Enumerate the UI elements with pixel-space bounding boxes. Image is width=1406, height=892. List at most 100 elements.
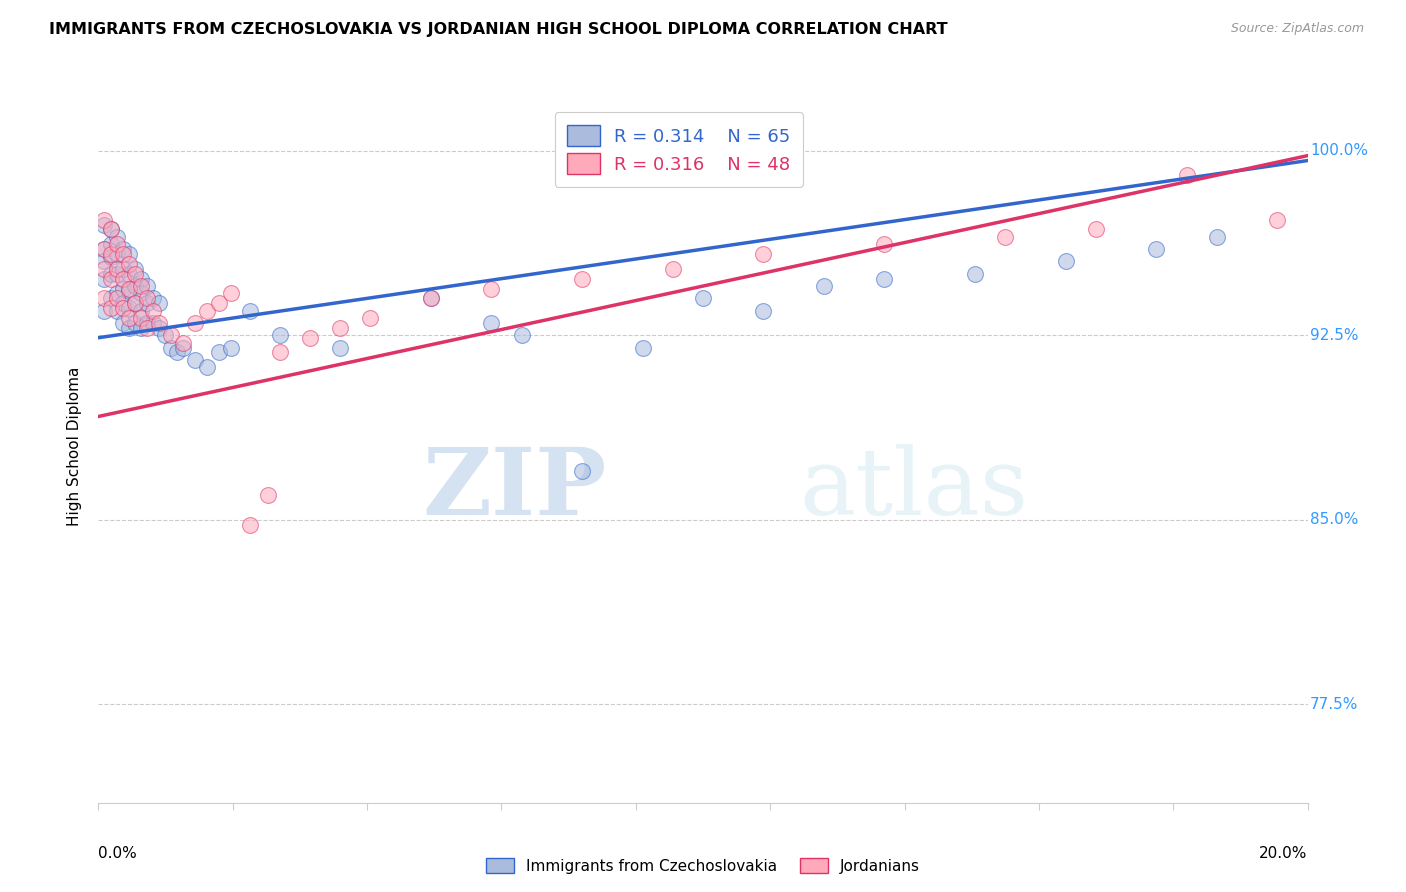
Point xyxy=(111,296,134,310)
Text: 92.5%: 92.5% xyxy=(1310,327,1358,343)
Point xyxy=(129,279,152,293)
Point xyxy=(142,316,165,330)
Point xyxy=(269,328,291,343)
Point xyxy=(118,321,141,335)
Text: 85.0%: 85.0% xyxy=(1310,512,1358,527)
Text: 100.0%: 100.0% xyxy=(1310,144,1368,158)
Point xyxy=(124,267,146,281)
Point xyxy=(105,303,128,318)
Point xyxy=(142,303,165,318)
Point xyxy=(100,267,122,281)
Point xyxy=(994,230,1017,244)
Point xyxy=(118,247,141,261)
Point xyxy=(571,271,593,285)
Point xyxy=(100,247,122,261)
Point xyxy=(111,247,134,261)
Point xyxy=(105,291,128,305)
Point xyxy=(752,303,775,318)
Point xyxy=(124,279,146,293)
Point xyxy=(195,360,218,375)
Point xyxy=(93,254,115,268)
Text: ZIP: ZIP xyxy=(422,444,606,533)
Point xyxy=(166,345,188,359)
Point xyxy=(184,352,207,367)
Point xyxy=(93,218,115,232)
Point xyxy=(105,267,128,281)
Point xyxy=(105,247,128,261)
Point xyxy=(481,281,503,295)
Point xyxy=(1085,222,1108,236)
Point xyxy=(239,303,262,318)
Point xyxy=(965,267,987,281)
Point xyxy=(111,242,134,256)
Point xyxy=(510,328,533,343)
Point xyxy=(142,291,165,305)
Text: atlas: atlas xyxy=(800,444,1029,533)
Point xyxy=(111,301,134,316)
Point xyxy=(1206,230,1229,244)
Point xyxy=(129,303,152,318)
Point xyxy=(111,271,134,285)
Point xyxy=(148,316,170,330)
Point xyxy=(329,341,352,355)
Point xyxy=(124,316,146,330)
Point xyxy=(118,281,141,295)
Point xyxy=(100,237,122,252)
Point xyxy=(118,267,141,281)
Point xyxy=(93,212,115,227)
Point xyxy=(420,291,443,305)
Point xyxy=(105,261,128,276)
Point xyxy=(124,296,146,310)
Point xyxy=(100,250,122,264)
Point xyxy=(93,291,115,305)
Point xyxy=(299,331,322,345)
Point xyxy=(129,271,152,285)
Point xyxy=(1144,242,1167,256)
Point xyxy=(208,296,231,310)
Point xyxy=(256,488,278,502)
Point xyxy=(129,321,152,335)
Point xyxy=(239,517,262,532)
Point xyxy=(1054,254,1077,268)
Point xyxy=(111,261,134,276)
Point xyxy=(172,341,194,355)
Point xyxy=(93,271,115,285)
Point xyxy=(692,291,714,305)
Point xyxy=(93,261,115,276)
Point xyxy=(195,303,218,318)
Point xyxy=(481,316,503,330)
Point xyxy=(124,296,146,310)
Point xyxy=(135,321,157,335)
Point xyxy=(160,341,183,355)
Point xyxy=(105,286,128,301)
Point xyxy=(135,296,157,310)
Point xyxy=(111,316,134,330)
Point xyxy=(118,301,141,316)
Point xyxy=(135,316,157,330)
Point xyxy=(118,311,141,326)
Point xyxy=(135,279,157,293)
Point xyxy=(100,222,122,236)
Point xyxy=(221,286,243,301)
Point xyxy=(420,291,443,305)
Point xyxy=(1175,169,1198,183)
Legend: Immigrants from Czechoslovakia, Jordanians: Immigrants from Czechoslovakia, Jordania… xyxy=(479,852,927,880)
Point xyxy=(118,257,141,271)
Point xyxy=(129,286,152,301)
Point xyxy=(135,291,157,305)
Point xyxy=(111,281,134,295)
Point xyxy=(813,279,835,293)
Text: 20.0%: 20.0% xyxy=(1260,846,1308,861)
Point xyxy=(105,237,128,252)
Point xyxy=(873,237,896,252)
Point xyxy=(360,311,382,326)
Point xyxy=(93,242,115,256)
Point xyxy=(93,242,115,256)
Point xyxy=(129,311,152,326)
Point xyxy=(172,335,194,350)
Point xyxy=(873,271,896,285)
Legend: R = 0.314    N = 65, R = 0.316    N = 48: R = 0.314 N = 65, R = 0.316 N = 48 xyxy=(554,112,803,186)
Point xyxy=(100,222,122,236)
Point xyxy=(184,316,207,330)
Point xyxy=(100,301,122,316)
